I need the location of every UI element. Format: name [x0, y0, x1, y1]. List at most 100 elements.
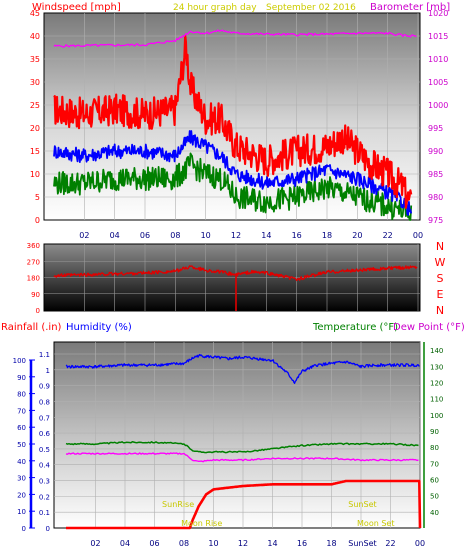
direction-y-tick-label: 270 — [27, 258, 40, 266]
wind-series-line-2 — [53, 152, 413, 221]
compass-label: N — [436, 304, 444, 317]
wind-axis-title: Windspeed [mph] — [32, 2, 121, 13]
humidity-line — [65, 353, 420, 384]
wind-x-tick-label: 00 — [413, 231, 423, 240]
barometer-y-tick-label: 1020 — [428, 9, 448, 18]
direction-y-axis: 0 90 180 270 360 — [27, 242, 40, 315]
astro-marker-label: SunRise — [162, 500, 194, 509]
rain-y-tick-label: 10 — [17, 508, 26, 516]
wind-series-line-1 — [53, 130, 413, 216]
wind-x-axis: 02 04 06 08 10 12 14 16 18 20 22 00 — [79, 231, 423, 240]
humidity-y-tick-label: 1.1 — [39, 351, 50, 359]
temperature-y-tick-label: 40 — [430, 509, 439, 517]
direction-y-tick-label: 90 — [31, 291, 40, 299]
dewpoint-axis-title: Dew Point (°F) — [393, 322, 465, 333]
wind-y-axis: 0 5 10 15 20 25 30 35 40 45 — [30, 9, 40, 225]
direction-grid — [44, 244, 420, 311]
humidity-y-tick-label: 0.7 — [39, 414, 50, 422]
temperature-y-axis: 40 50 60 70 80 90 100 110 120 130 140 — [423, 342, 443, 528]
wind-y-tick-label: 20 — [30, 124, 40, 133]
direction-y-tick-label: 360 — [27, 242, 40, 250]
humidity-x-tick-label: 02 — [90, 539, 100, 548]
humidity-x-tick-label: 00 — [415, 539, 425, 548]
direction-y-tick-label: 0 — [36, 307, 40, 315]
humidity-x-tick-label: 22 — [385, 539, 395, 548]
temperature-y-tick-label: 130 — [430, 363, 443, 371]
temperature-y-tick-label: 90 — [430, 428, 439, 436]
rain-axis-title: Rainfall (.in) — [1, 322, 62, 333]
humidity-y-tick-label: 0.3 — [39, 478, 50, 486]
compass-label: W — [435, 256, 446, 269]
astro-marker-label: SunSet — [348, 500, 376, 509]
astro-marker-label: Moon Rise — [181, 519, 222, 528]
barometer-y-tick-label: 1015 — [428, 32, 448, 41]
wind-x-tick-label: 10 — [201, 231, 211, 240]
barometer-y-tick-label: 990 — [428, 147, 443, 156]
wind-x-tick-label: 14 — [261, 231, 271, 240]
graph-date: September 02 2016 — [266, 3, 356, 13]
humidity-x-tick-label: 18 — [326, 539, 336, 548]
barometer-y-tick-label: 980 — [428, 193, 443, 202]
astro-marker-label: Moon Set — [357, 519, 394, 528]
astro-markers: SunRise Moon Rise SunSet Moon Set — [162, 500, 394, 528]
wind-x-tick-label: 18 — [322, 231, 332, 240]
humidity-x-tick-label: 06 — [149, 539, 159, 548]
humidity-y-tick-label: 0.5 — [39, 446, 50, 454]
barometer-y-tick-label: 1000 — [428, 101, 448, 110]
barometer-y-tick-label: 995 — [428, 124, 443, 133]
humidity-y-tick-label: 0.9 — [39, 383, 50, 391]
wind-x-tick-label: 12 — [231, 231, 241, 240]
humidity-y-tick-label: 0.6 — [39, 430, 51, 438]
temperature-y-tick-label: 110 — [430, 396, 443, 404]
compass-label: N — [436, 240, 444, 253]
temperature-y-tick-label: 100 — [430, 412, 443, 420]
rain-y-tick-label: 90 — [17, 374, 26, 382]
humidity-x-tick-label: 12 — [238, 539, 248, 548]
humidity-y-tick-label: 0.1 — [39, 509, 50, 517]
rain-y-tick-label: 0 — [22, 525, 26, 533]
rain-y-tick-label: 70 — [17, 407, 26, 415]
temperature-y-tick-label: 120 — [430, 379, 443, 387]
temperature-y-tick-label: 70 — [430, 460, 439, 468]
rain-y-tick-label: 20 — [17, 491, 26, 499]
humidity-series — [65, 353, 422, 530]
barometer-y-tick-label: 975 — [428, 216, 443, 225]
wind-y-tick-label: 15 — [30, 147, 40, 156]
humidity-axis-title: Humidity (%) — [66, 322, 132, 333]
wind-x-tick-label: 08 — [170, 231, 180, 240]
wind-y-tick-label: 0 — [35, 216, 40, 225]
rain-y-tick-label: 30 — [17, 475, 26, 483]
wind-x-tick-label: 04 — [110, 231, 120, 240]
wind-series — [53, 29, 417, 221]
temperature-axis-title: Temperature (°F) — [312, 322, 398, 333]
rain-y-tick-label: 60 — [17, 424, 26, 432]
temperature-line — [65, 440, 419, 454]
wind-y-tick-label: 35 — [30, 55, 40, 64]
wind-y-tick-label: 30 — [30, 78, 40, 87]
rain-line — [65, 479, 422, 530]
humidity-x-tick-label: 16 — [297, 539, 307, 548]
wind-x-tick-label: 16 — [292, 231, 302, 240]
barometer-axis-title: Barometer [mb] — [370, 2, 450, 13]
wind-y-tick-label: 40 — [30, 32, 40, 41]
humidity-plot-area — [53, 341, 421, 529]
direction-y-tick-label: 180 — [27, 275, 40, 283]
direction-series — [53, 265, 418, 311]
wind-y-tick-label: 10 — [30, 170, 40, 179]
humidity-x-axis: 02 04 06 08 10 12 14 16 18 22 00 SunSet — [90, 539, 425, 548]
temperature-y-tick-label: 140 — [430, 347, 443, 355]
humidity-y-tick-label: 1 — [46, 367, 50, 375]
compass-label: E — [437, 288, 444, 301]
humidity-x-tick-label: 04 — [120, 539, 130, 548]
wind-y-tick-label: 5 — [35, 193, 40, 202]
rain-y-tick-label: 80 — [17, 391, 26, 399]
dewpoint-line — [65, 452, 419, 463]
barometer-line — [53, 29, 417, 48]
rain-y-tick-label: 100 — [13, 357, 26, 365]
rain-y-axis: 0 10 20 30 40 50 60 70 80 90 100 — [13, 357, 35, 533]
rain-y-tick-label: 50 — [17, 441, 26, 449]
humidity-y-tick-label: 0.4 — [39, 462, 51, 470]
